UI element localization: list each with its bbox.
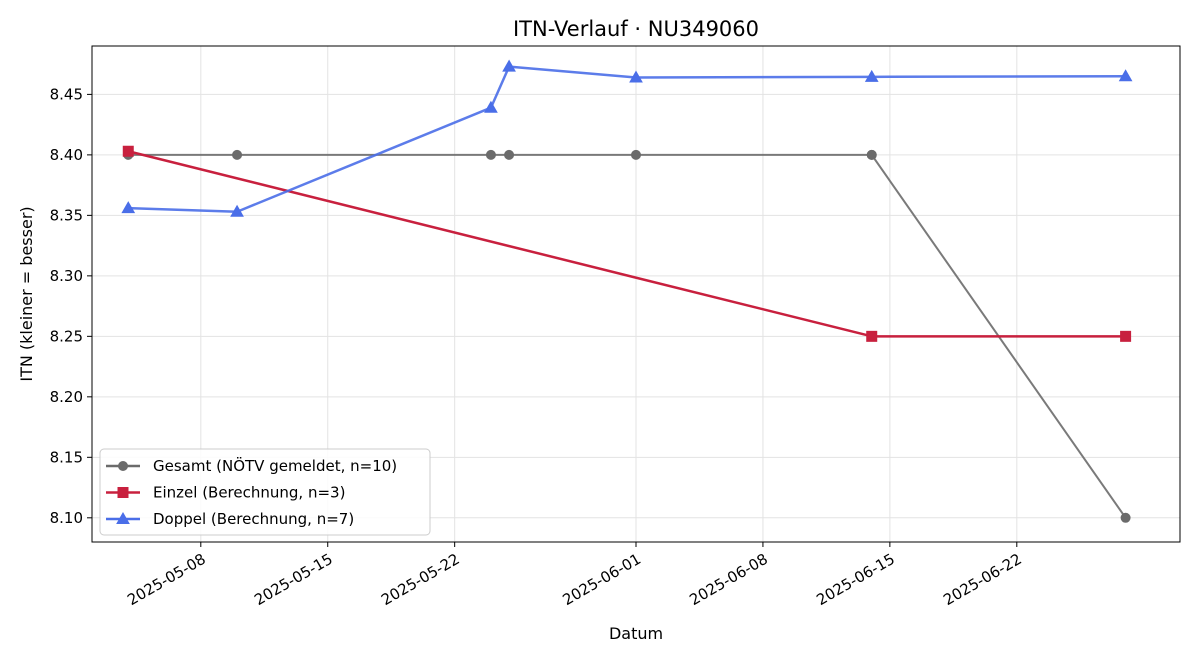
data-point [232,149,243,160]
data-point [1120,512,1131,523]
data-point [230,204,244,217]
legend-box [99,448,431,536]
legend: Gesamt (NÖTV gemeldet, n=10) Einzel (Bere… [99,448,431,536]
legend-item: Doppel (Berechnung, n=7) [106,510,354,528]
data-point [484,100,498,113]
series-layer [121,59,1133,523]
legend-marker [116,511,130,524]
data-point [1118,69,1133,82]
series-square [122,145,1132,342]
y-tick-label: 8.20 [50,388,83,406]
y-tick-label: 8.45 [50,85,83,103]
x-tick-label: 2025-05-15 [251,550,336,609]
y-axis-label: ITN (kleiner = besser) [17,206,36,381]
legend-label: Einzel (Berechnung, n=3) [153,484,345,502]
x-tick-label: 2025-06-08 [686,550,771,609]
legend-label: Gesamt (NÖTV gemeldet, n=10) [153,456,397,475]
data-point [1120,330,1132,342]
series-line [128,65,1126,213]
legend-label: Doppel (Berechnung, n=7) [153,510,354,528]
chart-title: ITN-Verlauf · NU349060 [513,17,759,41]
grid-lines [92,46,1180,542]
y-tick-label: 8.40 [50,146,83,164]
y-tick-label: 8.15 [50,448,83,466]
data-point [864,69,879,82]
y-tick-label: 8.35 [50,206,83,224]
legend-marker [117,487,129,498]
series-triangle [121,59,1133,217]
data-point [502,59,516,72]
y-tick-label: 8.25 [50,327,83,345]
x-tick-label: 2025-06-01 [559,550,644,609]
x-tick-label: 2025-06-22 [940,550,1025,609]
data-point [504,149,515,160]
data-point [631,149,641,160]
x-tick-label: 2025-05-08 [124,550,209,609]
x-tick-label: 2025-06-15 [813,550,898,609]
x-axis-label: Datum [609,624,663,643]
series-circle [123,149,1131,523]
legend-item: Gesamt (NÖTV gemeldet, n=10) [106,456,397,475]
data-point [122,145,134,157]
x-tick-label: 2025-05-22 [378,550,463,609]
data-point [121,201,136,214]
legend-item: Einzel (Berechnung, n=3) [106,484,345,502]
y-tick-label: 8.30 [50,267,83,285]
data-point [866,330,878,342]
legend-marker [118,461,128,471]
data-point [866,149,877,160]
series-line [127,150,1126,338]
y-tick-label: 8.10 [50,509,83,527]
data-point [629,70,643,83]
data-point [485,149,496,160]
